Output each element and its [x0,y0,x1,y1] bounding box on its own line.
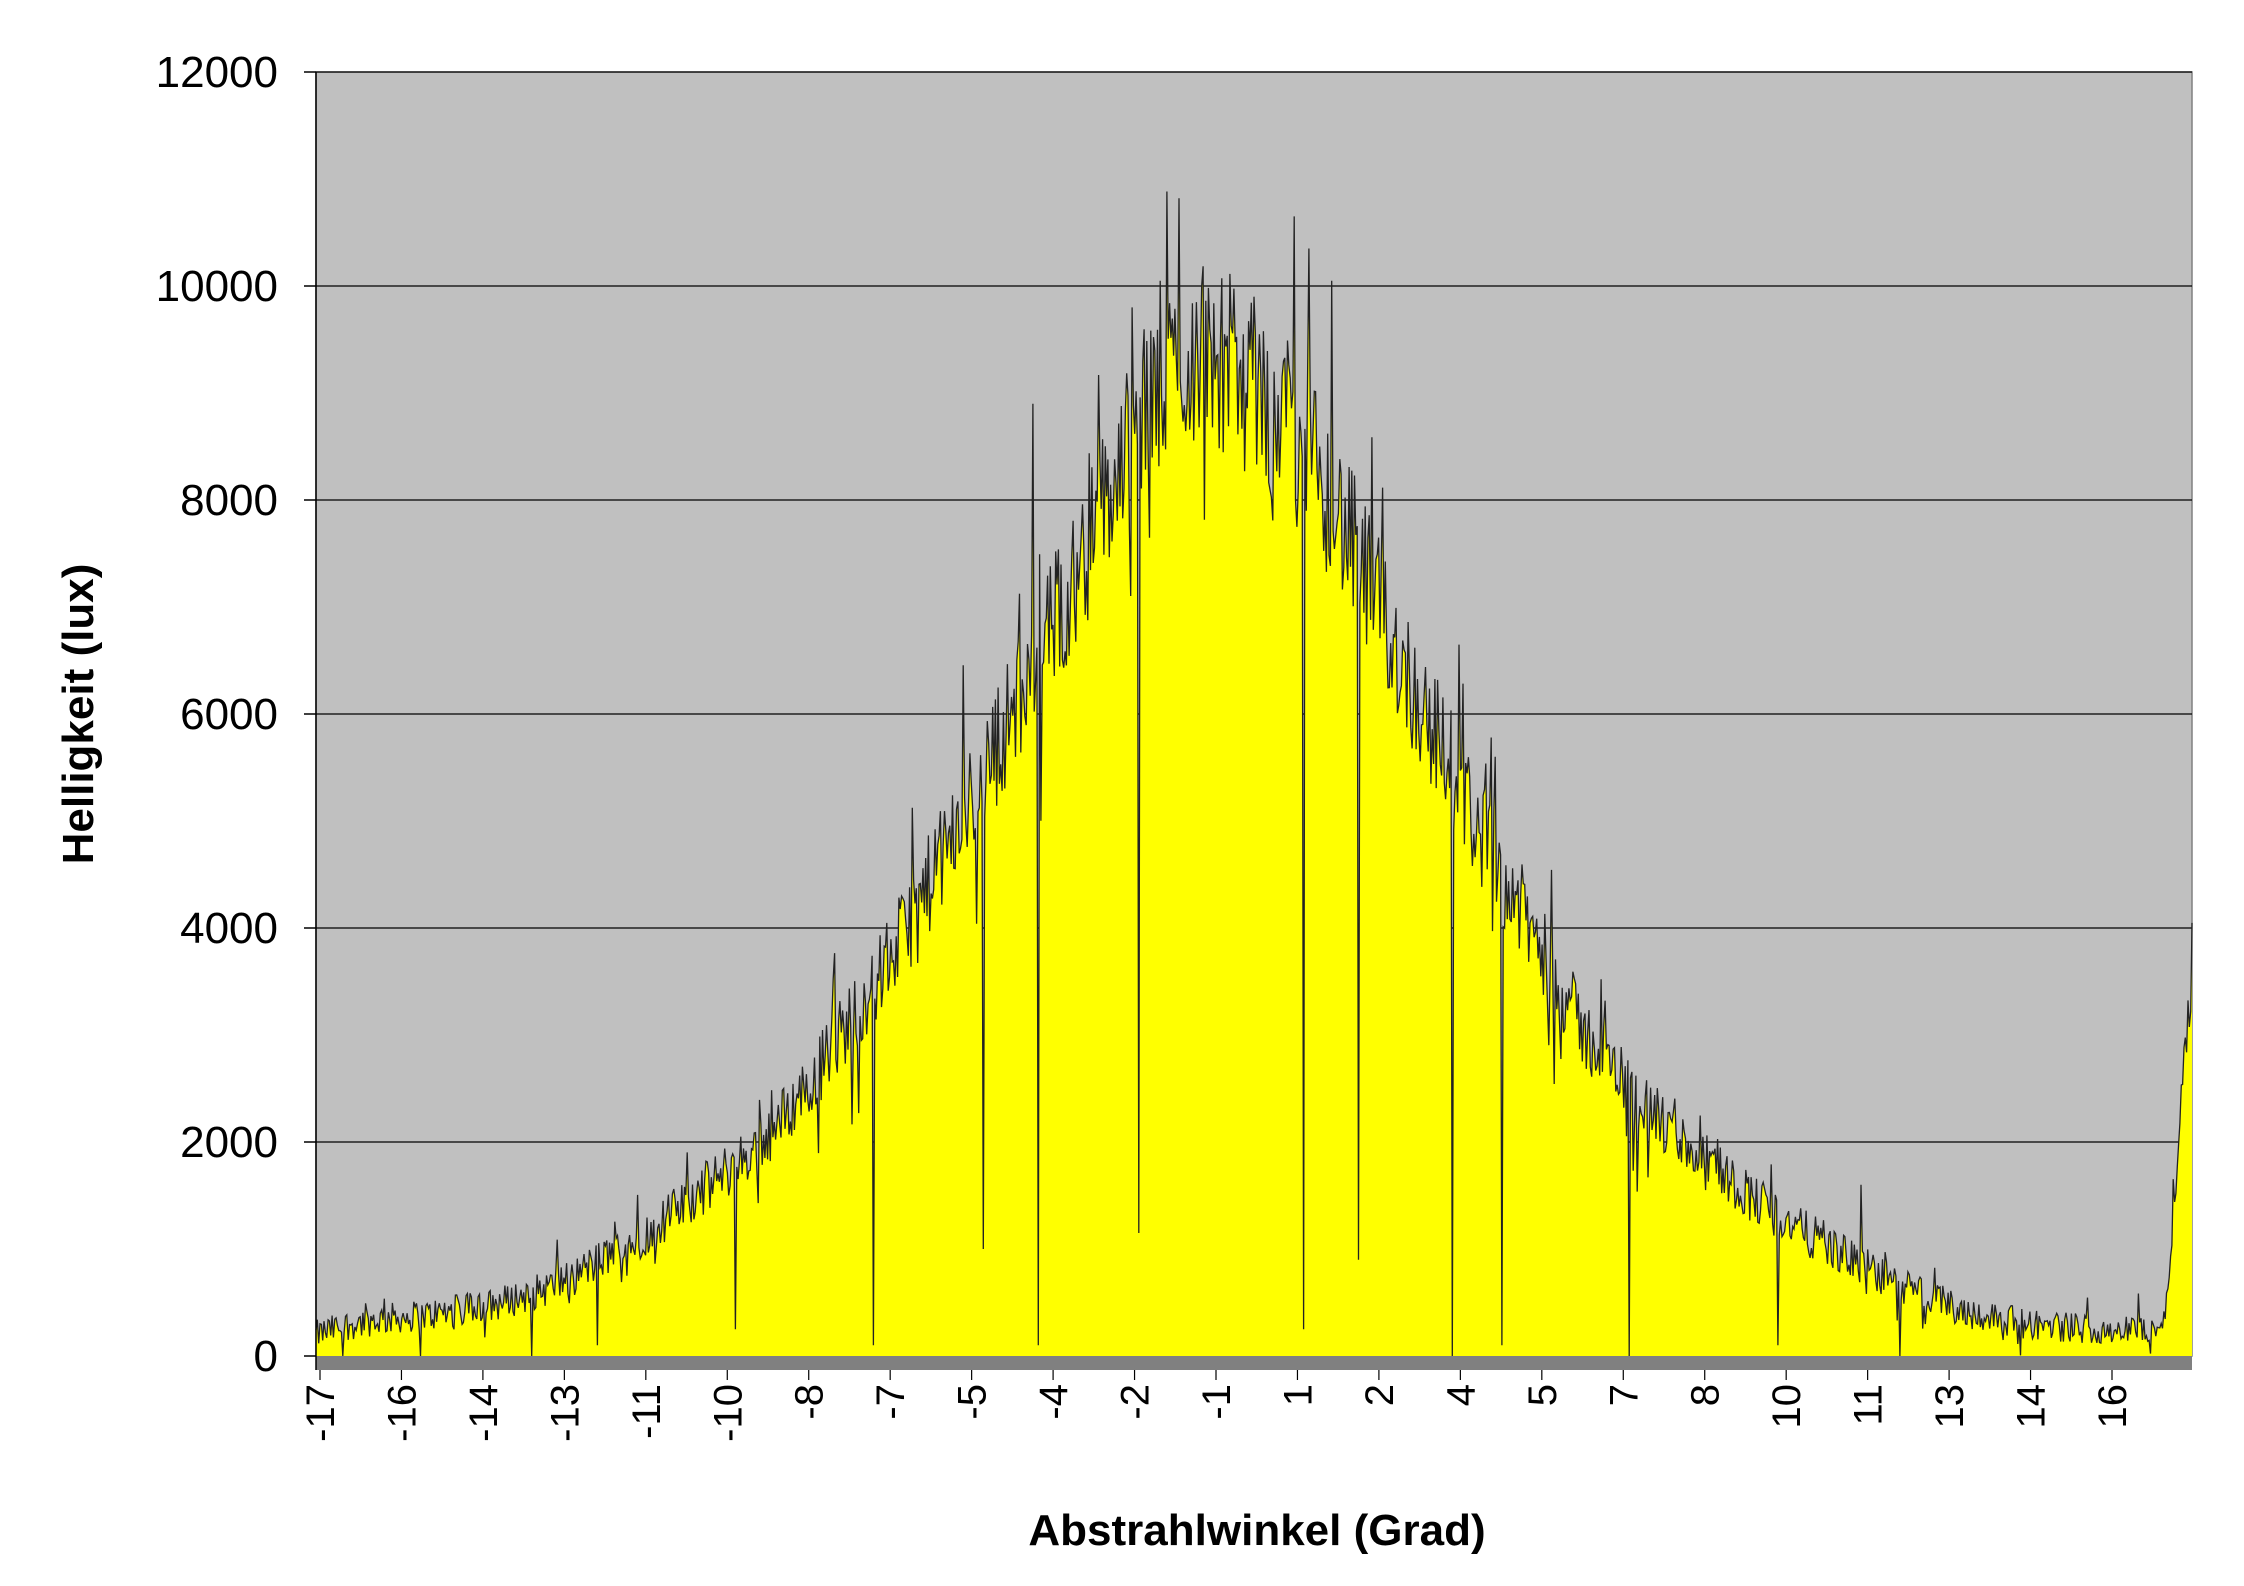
x-tick-label: -4 [1032,1384,1076,1420]
x-tick-label: -7 [869,1384,913,1420]
x-tick-label: -8 [788,1384,832,1420]
x-tick-label: 1 [1276,1384,1320,1406]
x-tick-label: -10 [706,1384,750,1442]
y-tick-label: 2000 [180,1118,278,1167]
y-axis-title: Helligkeit (lux) [54,564,103,865]
x-tick-label: -11 [625,1384,669,1439]
x-tick-label: 8 [1684,1384,1728,1406]
x-tick-label: 2 [1358,1384,1402,1406]
y-ticks: 0 2000 4000 6000 8000 10000 12000 [156,48,316,1381]
x-tick-label: -2 [1114,1384,1158,1420]
brightness-line [315,191,2193,1357]
y-tick-label: 10000 [156,262,278,311]
x-tick-label: 7 [1602,1384,1646,1406]
y-tick-label: 0 [254,1332,278,1381]
y-tick-label: 4000 [180,904,278,953]
x-tick-label: 4 [1439,1384,1483,1406]
x-tick-label: 11 [1847,1384,1891,1426]
x-axis-title: Abstrahlwinkel (Grad) [1028,1506,1485,1555]
x-tick-label: -5 [951,1384,995,1420]
x-tick-label: 5 [1521,1384,1565,1406]
x-tick-label: 16 [2091,1384,2135,1429]
x-tick-label: -1 [1195,1384,1239,1420]
y-tick-label: 6000 [180,690,278,739]
gridlines [316,71,2192,1143]
x-tick-label: -17 [299,1384,343,1442]
x-tick-label: 13 [1928,1384,1972,1429]
x-tick-label: 14 [2010,1384,2054,1429]
x-tick-label: 10 [1765,1384,1809,1429]
x-tick-label: -14 [462,1384,506,1442]
y-tick-label: 12000 [156,48,278,97]
plot-floor [316,1356,2192,1370]
y-tick-label: 8000 [180,476,278,525]
x-tick-label: -13 [543,1384,587,1442]
x-ticks: -17 -16 -14 -13 -11 -10 -8 -7 -5 -4 -2 -1 1 2 4 5 7 8 10 11… [299,1370,2135,1442]
x-tick-label: -16 [380,1384,424,1442]
brightness-area [316,191,2192,1356]
